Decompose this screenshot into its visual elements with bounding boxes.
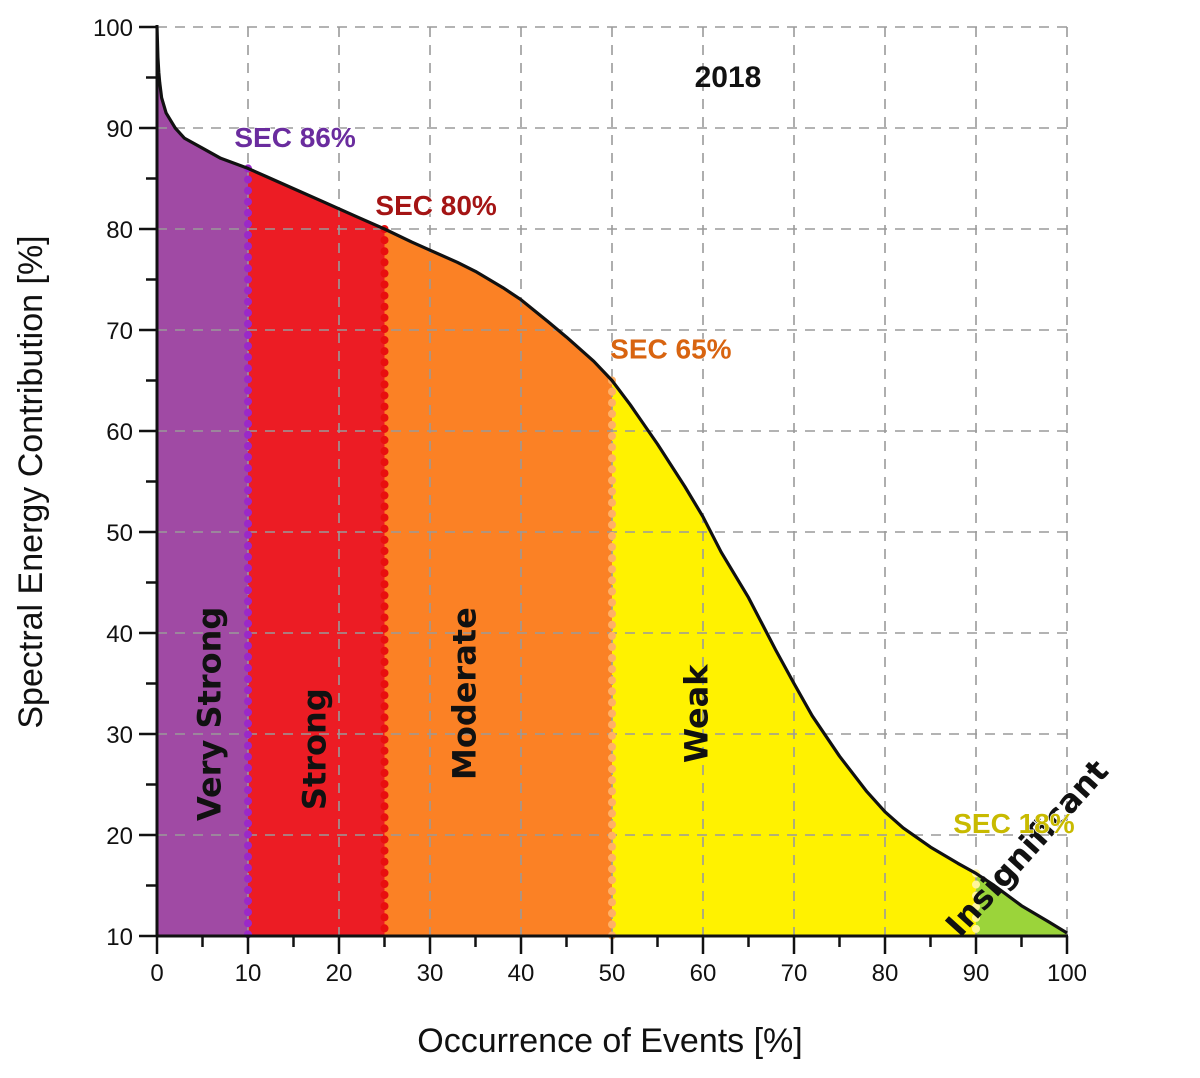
sec-curve-line	[155, 26, 1068, 935]
y-tick-label-4: 50	[106, 520, 133, 547]
zone-label-3: Weak	[678, 664, 716, 763]
zone-area-2	[384, 229, 612, 936]
zone-area-0	[157, 27, 248, 936]
x-tick-label-3: 30	[417, 960, 444, 987]
boundary-layer	[244, 164, 980, 940]
y-tick-label-1: 20	[106, 823, 133, 850]
y-tick-label-2: 30	[106, 722, 133, 749]
x-tick-label-6: 60	[690, 960, 717, 987]
zone-area-1	[248, 168, 385, 936]
y-tick-label-6: 70	[106, 318, 133, 345]
zone-label-0: Very Strong	[191, 607, 229, 821]
x-axis-title: Occurrence of Events [%]	[417, 1022, 803, 1060]
axes-layer: 0 10 20 30 40 50 60 70 80 90 100 10 20 30 40 50 60 70 80 90…	[93, 15, 1087, 987]
y-tick-label-5: 60	[106, 419, 133, 446]
y-tick-label-3: 40	[106, 621, 133, 648]
x-tick-label-1: 10	[235, 960, 262, 987]
x-tick-label-10: 100	[1047, 960, 1087, 987]
y-tick-label-0: 10	[106, 924, 133, 951]
sec-label-3: SEC 18%	[953, 808, 1074, 839]
x-tick-label-4: 40	[508, 960, 535, 987]
sec-label-0: SEC 86%	[234, 122, 355, 153]
x-tick-label-8: 80	[872, 960, 899, 987]
zone-label-1: Strong	[295, 688, 333, 810]
y-tick-label-8: 90	[106, 116, 133, 143]
x-tick-label-5: 50	[599, 960, 626, 987]
sec-label-2: SEC 65%	[610, 333, 731, 364]
sec-label-1: SEC 80%	[375, 190, 496, 221]
y-axis-title: Spectral Energy Contribution [%]	[12, 235, 50, 728]
x-tick-label-7: 70	[781, 960, 808, 987]
x-tick-label-2: 20	[326, 960, 353, 987]
y-tick-label-7: 80	[106, 217, 133, 244]
curve-layer	[155, 26, 1068, 935]
x-tick-label-0: 0	[150, 960, 163, 987]
zone-label-2: Moderate	[446, 607, 484, 780]
y-tick-label-9: 100	[93, 15, 133, 42]
x-tick-label-9: 90	[963, 960, 990, 987]
chart-title: 2018	[695, 61, 762, 94]
